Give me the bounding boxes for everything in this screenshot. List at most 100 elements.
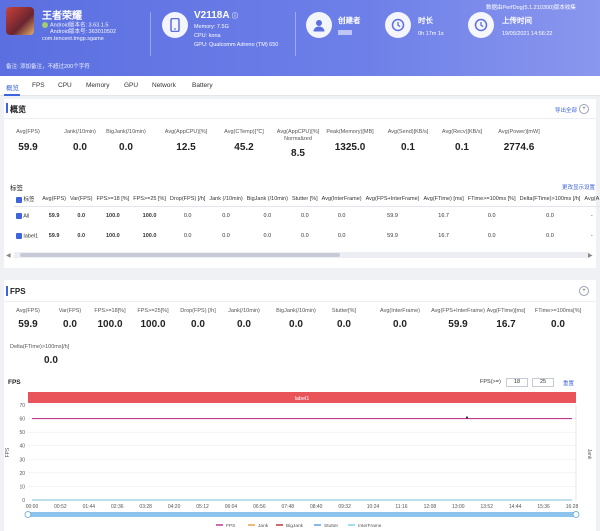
scroll-right-arrow[interactable]: ▶ bbox=[588, 253, 593, 259]
row-label: All bbox=[23, 213, 30, 220]
metric-label: Avg(CTemp)[℃] bbox=[224, 129, 264, 135]
metric-value: 8.5 bbox=[291, 148, 305, 159]
creator-label: 创建者 bbox=[338, 16, 361, 25]
metric-card: Var(FPS) 0.0 bbox=[40, 308, 100, 330]
row-checkbox[interactable] bbox=[16, 232, 22, 239]
upload-value: 19/05/2021 14:56:22 bbox=[502, 31, 553, 37]
metric-label: Avg(AppCPU)[%] bbox=[164, 129, 208, 135]
metric-card: Avg(CTemp)[℃] 45.2 bbox=[214, 129, 274, 153]
tab-fps[interactable]: FPS bbox=[32, 82, 45, 89]
column-header[interactable]: FTime>=100ms [%] bbox=[465, 193, 518, 207]
y-tick-label: 70 bbox=[19, 403, 25, 409]
y-tick-label: 60 bbox=[19, 417, 25, 423]
table-cell: 100.0 bbox=[142, 233, 157, 239]
table-cell: 0.0 bbox=[183, 233, 192, 239]
table-cell: 0.0 bbox=[77, 213, 86, 220]
column-header[interactable]: Jank (/10min) bbox=[207, 193, 245, 207]
collapse-button[interactable]: + bbox=[579, 104, 589, 114]
metric-value: 16.7 bbox=[496, 318, 516, 330]
tab-memory[interactable]: Memory bbox=[86, 82, 110, 89]
column-header[interactable]: FPS>=25 [%] bbox=[131, 193, 168, 207]
tab-cpu[interactable]: CPU bbox=[58, 82, 72, 89]
metric-card: Avg(Power)[mW] 2774.6 bbox=[489, 129, 549, 153]
metric-card: Avg(FTime)[ms] 16.7 bbox=[476, 308, 536, 330]
metric-card: BigJank(/10min) 0.0 bbox=[266, 308, 326, 330]
y-axis-label: FPS bbox=[5, 447, 11, 457]
range-slider-handle-left[interactable] bbox=[24, 511, 32, 518]
overview-title: 概览 bbox=[10, 105, 26, 114]
column-header[interactable]: Avg(A bbox=[582, 193, 600, 207]
display-settings-link[interactable]: 更改显示设置 bbox=[562, 185, 596, 191]
metric-card: Drop(FPS) [/h] 0.0 bbox=[168, 308, 228, 330]
fps-threshold-25-input[interactable]: 25 bbox=[532, 378, 554, 387]
metric-value: 0.0 bbox=[551, 318, 565, 330]
scrollbar-thumb[interactable] bbox=[20, 253, 340, 257]
metric-label: Delta(FTime)>100ms[/h] bbox=[10, 344, 70, 350]
column-header[interactable]: 标签 bbox=[14, 193, 41, 207]
column-header[interactable]: Delta(FTime)>100ms [/h] bbox=[517, 193, 583, 207]
scroll-left-arrow[interactable]: ◀ bbox=[6, 253, 11, 259]
x-tick-label: 13:00 bbox=[452, 504, 465, 510]
legend-label: Stutter bbox=[324, 523, 339, 529]
title-accent bbox=[6, 286, 8, 296]
collapse-button[interactable]: + bbox=[579, 286, 589, 296]
table-cell: 59.9 bbox=[387, 213, 398, 220]
x-tick-label: 14:44 bbox=[509, 504, 522, 510]
tab-gpu[interactable]: GPU bbox=[124, 82, 139, 89]
select-all-checkbox[interactable] bbox=[16, 196, 22, 203]
column-header[interactable]: BigJank (/10min) bbox=[244, 193, 290, 207]
table-row[interactable]: label1 59.9 0.0 100.0 100.0 0.0 0.0 0.0 0.0 0.0 59… bbox=[14, 226, 600, 246]
fps-threshold-18-input[interactable]: 18 bbox=[506, 378, 528, 387]
column-header[interactable]: Drop(FPS) [/h] bbox=[167, 193, 208, 207]
metric-label: Jank(/10min) bbox=[228, 308, 260, 314]
metric-card: Avg(Recv)[KB/s] 0.1 bbox=[432, 129, 492, 153]
table-cell: 16.7 bbox=[438, 213, 449, 220]
range-slider-selection[interactable] bbox=[28, 512, 576, 517]
info-icon[interactable]: ⓘ bbox=[232, 14, 239, 20]
column-header[interactable]: Var(FPS) bbox=[67, 193, 95, 207]
metric-value: 59.9 bbox=[18, 141, 38, 153]
report-header: 王者荣耀 Android版本名: 3.63.1.5 Android版本号: 36… bbox=[0, 0, 600, 76]
metric-label: FPS>=18[%] bbox=[94, 308, 126, 314]
range-slider-handle-right[interactable] bbox=[572, 511, 580, 518]
fps-marker bbox=[466, 416, 468, 419]
metric-label: Avg(FTime)[ms] bbox=[486, 308, 526, 314]
metric-card: Avg(FPS) 59.9 bbox=[0, 308, 58, 330]
metric-label: Avg(AppCPU)[%] Normalized bbox=[276, 129, 320, 142]
tab-battery[interactable]: Battery bbox=[192, 82, 213, 89]
horizontal-scrollbar[interactable] bbox=[14, 252, 590, 258]
metric-label: Drop(FPS) [/h] bbox=[180, 308, 216, 314]
table-row[interactable]: All 59.9 0.0 100.0 100.0 0.0 0.0 0.0 0.0 0.0 59.9 1… bbox=[14, 206, 600, 226]
row-label: label1 bbox=[23, 233, 39, 240]
column-header[interactable]: Avg(FPS) bbox=[40, 193, 68, 207]
column-header[interactable]: Stutter [%] bbox=[289, 193, 320, 207]
table-cell: 0.0 bbox=[546, 233, 554, 239]
column-header[interactable]: Avg(InterFrame) bbox=[319, 193, 364, 207]
row-checkbox[interactable] bbox=[16, 213, 22, 220]
column-header[interactable]: Avg(FPS+InterFrame) bbox=[363, 193, 422, 207]
metric-value: 0.0 bbox=[44, 354, 58, 366]
metric-value: 59.9 bbox=[18, 318, 38, 330]
x-tick-label: 03:28 bbox=[139, 504, 152, 510]
divider bbox=[4, 118, 596, 119]
column-header[interactable]: FPS>=18 [%] bbox=[94, 193, 132, 207]
metric-label: Avg(FPS+InterFrame) bbox=[431, 308, 485, 314]
label-band-text: label1 bbox=[295, 396, 310, 402]
metric-value: 0.1 bbox=[455, 141, 469, 153]
metric-value: 0.0 bbox=[289, 318, 303, 330]
table-cell: - bbox=[590, 233, 593, 239]
table-cell: 0.0 bbox=[263, 213, 272, 220]
metric-card: Peak(Memory)[MB] 1325.0 bbox=[320, 129, 380, 153]
label-band[interactable] bbox=[28, 392, 576, 403]
metric-card: Avg(InterFrame) 0.0 bbox=[370, 308, 430, 330]
column-header[interactable]: Avg(FTime) [ms] bbox=[421, 193, 466, 207]
threshold-reset-link[interactable]: 重置 bbox=[563, 381, 575, 387]
metric-card: Avg(AppCPU)[%] Normalized 8.5 bbox=[268, 129, 328, 159]
table-cell: 0.0 bbox=[77, 233, 86, 239]
tab-network[interactable]: Network bbox=[152, 82, 176, 89]
note-field[interactable]: 备注: 添加备注，不超过200个字符 bbox=[6, 64, 90, 70]
x-tick-label: 09:32 bbox=[338, 504, 351, 510]
metric-value: 1325.0 bbox=[334, 141, 366, 153]
export-all-link[interactable]: 导出全部 bbox=[555, 108, 578, 114]
tab-overview[interactable]: 概览 bbox=[6, 85, 19, 92]
